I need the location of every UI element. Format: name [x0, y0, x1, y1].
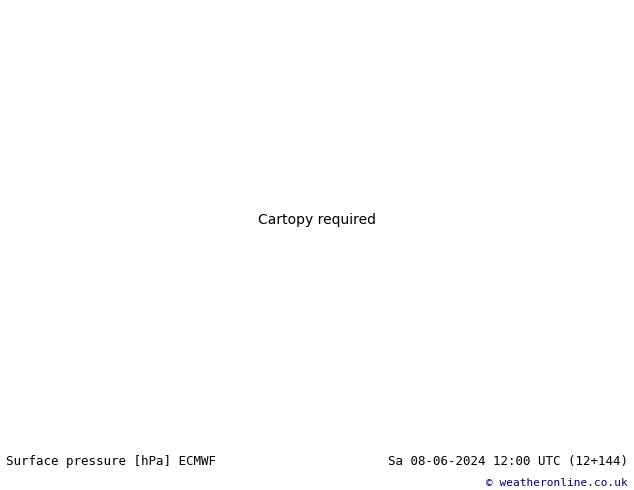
Text: Cartopy required: Cartopy required: [258, 213, 376, 227]
Text: Surface pressure [hPa] ECMWF: Surface pressure [hPa] ECMWF: [6, 455, 216, 468]
Text: Sa 08-06-2024 12:00 UTC (12+144): Sa 08-06-2024 12:00 UTC (12+144): [387, 455, 628, 468]
Text: © weatheronline.co.uk: © weatheronline.co.uk: [486, 477, 628, 488]
